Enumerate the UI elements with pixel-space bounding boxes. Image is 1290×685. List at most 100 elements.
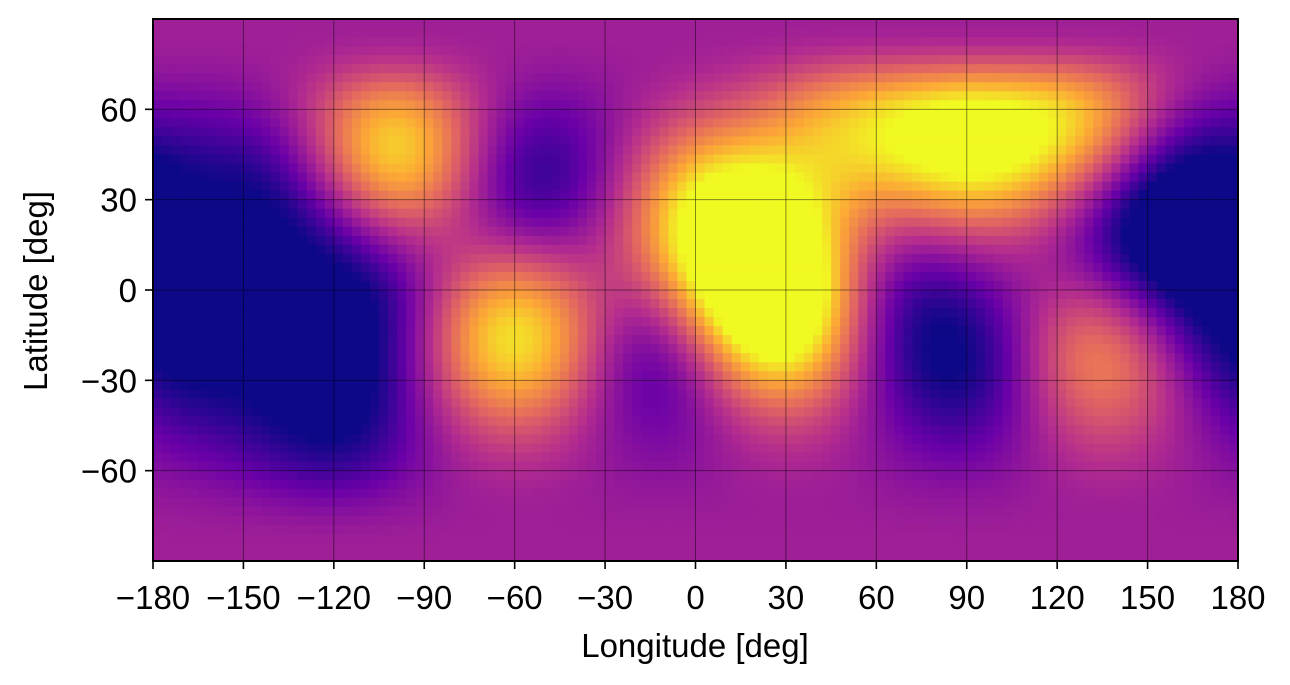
heatmap-cell: [641, 308, 651, 318]
heatmap-cell: [767, 262, 778, 273]
heatmap-cell: [1030, 371, 1040, 381]
heatmap-cell: [758, 335, 769, 345]
heatmap-cell: [460, 253, 471, 264]
heatmap-cell: [478, 46, 489, 56]
heatmap-cell: [1174, 262, 1185, 273]
heatmap-cell: [776, 199, 787, 210]
heatmap-cell: [605, 290, 615, 300]
heatmap-cell: [912, 46, 923, 56]
heatmap-cell: [1165, 299, 1176, 309]
heatmap-cell: [921, 380, 932, 390]
heatmap-cell: [587, 163, 597, 174]
heatmap-cell: [559, 100, 570, 110]
heatmap-cell: [722, 280, 733, 291]
heatmap-cell: [279, 190, 290, 201]
heatmap-cell: [370, 190, 380, 201]
heatmap-cell: [1048, 190, 1058, 201]
heatmap-cell: [460, 208, 471, 219]
heatmap-cell: [596, 64, 606, 74]
heatmap-cell: [541, 136, 552, 147]
heatmap-cell: [813, 190, 823, 201]
heatmap-cell: [804, 136, 814, 147]
heatmap-cell: [713, 91, 724, 101]
heatmap-cell: [379, 19, 389, 29]
heatmap-cell: [487, 28, 498, 38]
heatmap-cell: [243, 271, 254, 282]
heatmap-cell: [243, 118, 254, 128]
heatmap-cell: [315, 37, 326, 47]
heatmap-cell: [885, 380, 896, 390]
heatmap-cell: [1102, 46, 1113, 56]
heatmap-cell: [1228, 326, 1238, 336]
heatmap-cell: [876, 217, 886, 228]
heatmap-cell: [1057, 253, 1067, 264]
heatmap-cell: [487, 46, 498, 56]
heatmap-cell: [1228, 37, 1238, 47]
heatmap-cell: [153, 181, 163, 192]
heatmap-cell: [270, 19, 281, 29]
heatmap-cell: [948, 64, 959, 74]
heatmap-cell: [270, 127, 281, 138]
heatmap-cell: [695, 190, 706, 201]
heatmap-cell: [523, 28, 534, 38]
heatmap-cell: [804, 199, 814, 210]
heatmap-cell: [270, 389, 281, 399]
heatmap-cell: [324, 299, 335, 309]
heatmap-cell: [1219, 172, 1230, 183]
heatmap-cell: [984, 136, 995, 147]
heatmap-cell: [180, 154, 190, 165]
heatmap-cell: [333, 181, 344, 192]
heatmap-cell: [180, 317, 190, 327]
heatmap-cell: [1048, 163, 1058, 174]
heatmap-cell: [939, 353, 950, 363]
heatmap-cell: [1156, 109, 1167, 119]
heatmap-cell: [1075, 46, 1085, 56]
heatmap-cell: [514, 280, 525, 291]
heatmap-cell: [451, 326, 462, 336]
heatmap-cell: [1066, 100, 1076, 110]
heatmap-cell: [1174, 109, 1185, 119]
heatmap-cell: [171, 28, 181, 38]
heatmap-cell: [568, 100, 579, 110]
heatmap-cell: [225, 163, 235, 174]
heatmap-cell: [514, 55, 525, 65]
heatmap-cell: [225, 308, 235, 318]
heatmap-cell: [785, 208, 796, 219]
heatmap-cell: [1210, 181, 1221, 192]
heatmap-cell: [541, 163, 552, 174]
heatmap-cell: [740, 226, 751, 237]
heatmap-cell: [921, 335, 932, 345]
heatmap-cell: [975, 37, 986, 47]
heatmap-cell: [397, 362, 407, 372]
heatmap-cell: [1129, 199, 1140, 210]
heatmap-cell: [270, 190, 281, 201]
heatmap-cell: [650, 335, 660, 345]
heatmap-cell: [831, 199, 841, 210]
heatmap-cell: [388, 226, 398, 237]
heatmap-cell: [162, 136, 172, 147]
heatmap-cell: [767, 154, 778, 165]
heatmap-cell: [659, 136, 669, 147]
heatmap-cell: [677, 82, 688, 92]
heatmap-cell: [1021, 353, 1031, 363]
heatmap-cell: [957, 371, 968, 381]
heatmap-cell: [1219, 244, 1230, 255]
heatmap-cell: [424, 235, 434, 246]
heatmap-cell: [749, 271, 760, 282]
heatmap-cell: [1084, 46, 1094, 56]
heatmap-cell: [279, 127, 290, 138]
heatmap-cell: [297, 55, 308, 65]
heatmap-cell: [216, 91, 226, 101]
heatmap-cell: [1147, 362, 1158, 372]
heatmap-cell: [189, 299, 199, 309]
heatmap-cell: [930, 317, 941, 327]
heatmap-cell: [614, 271, 624, 282]
heatmap-cell: [243, 235, 254, 246]
heatmap-cell: [1039, 136, 1049, 147]
heatmap-cell: [1219, 190, 1230, 201]
heatmap-cell: [641, 299, 651, 309]
heatmap-cell: [776, 181, 787, 192]
heatmap-cell: [849, 299, 859, 309]
heatmap-cell: [288, 199, 299, 210]
heatmap-cell: [514, 91, 525, 101]
